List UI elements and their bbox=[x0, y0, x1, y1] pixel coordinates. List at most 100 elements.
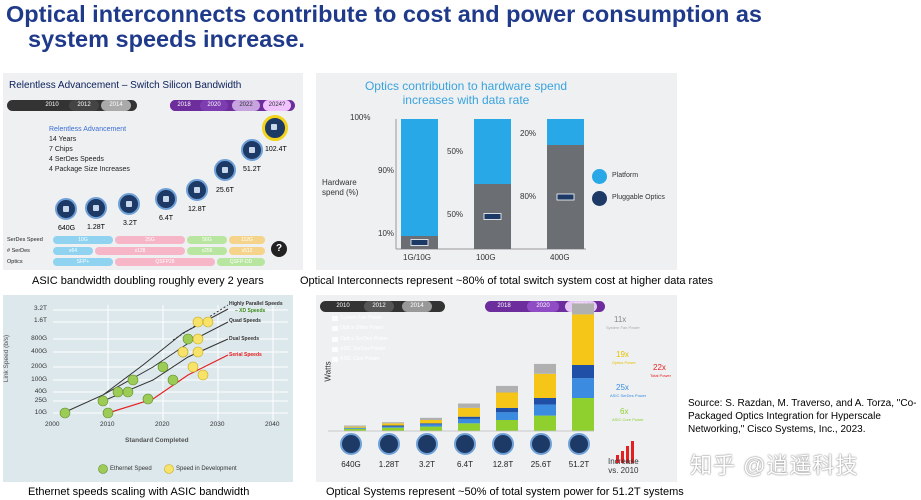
panel-b-title: Optics contribution to hardware spend in… bbox=[316, 79, 616, 107]
chip-label: 25.6T bbox=[216, 187, 234, 194]
power-segment bbox=[496, 420, 518, 431]
power-segment bbox=[420, 424, 442, 427]
y-tick: 800G bbox=[31, 335, 47, 342]
power-segment bbox=[382, 427, 404, 431]
chip-icon bbox=[530, 433, 552, 455]
power-segment bbox=[420, 417, 442, 420]
note-line: 14 Years bbox=[49, 136, 77, 143]
legend-asic-core: ASIC Core Power bbox=[340, 356, 380, 362]
optics-bar: QSFP28 bbox=[115, 258, 215, 266]
legend-asic-serdes: ASIC SerDes Power bbox=[340, 346, 386, 352]
multiplier: 22x bbox=[653, 363, 666, 372]
legend-platform-icon bbox=[592, 169, 607, 184]
watermark: 知乎 @逍遥科技 bbox=[690, 453, 859, 478]
multiplier: 19x bbox=[616, 350, 629, 359]
power-segment bbox=[458, 403, 480, 408]
power-segment bbox=[496, 392, 518, 408]
slide-title: Optical interconnects contribute to cost… bbox=[6, 2, 906, 52]
panel-b-title-line2: increases with data rate bbox=[402, 93, 530, 107]
note-heading: Relentless Advancement bbox=[49, 126, 127, 133]
multiplier: 6x bbox=[620, 407, 629, 416]
panel-b-ylabel: Hardware spend (%) bbox=[322, 178, 358, 198]
chip-icon bbox=[568, 433, 590, 455]
serdes-count-bar: x512 bbox=[229, 247, 265, 255]
asic-bandwidth-panel: Relentless Advancement – Switch Silicon … bbox=[3, 73, 303, 270]
slide-title-line2: system speeds increase. bbox=[28, 26, 305, 52]
serdes-count-bar: x256 bbox=[187, 247, 227, 255]
bar-category-label: 1G/10G bbox=[403, 253, 432, 262]
platform-segment bbox=[474, 119, 511, 184]
optics-bar: SFP+ bbox=[53, 258, 113, 266]
power-segment bbox=[572, 365, 594, 379]
chip-label: 12.8T bbox=[188, 206, 206, 213]
power-category-label: 12.8T bbox=[492, 460, 514, 469]
y-tick: 200G bbox=[31, 363, 47, 370]
chip-icon bbox=[118, 193, 140, 215]
note-line: 7 Chips bbox=[49, 146, 73, 153]
power-segment bbox=[572, 314, 594, 365]
annotation: Dual Speeds bbox=[229, 336, 260, 342]
timeline-year: 2014 bbox=[402, 301, 432, 312]
optics-spend-panel: Optics contribution to hardware spend in… bbox=[316, 73, 677, 270]
serdes-count-bar: x64 bbox=[53, 247, 93, 255]
panel-a-title: Relentless Advancement – Switch Silicon … bbox=[9, 80, 242, 91]
power-segment bbox=[534, 363, 556, 374]
y-tick: 100G bbox=[31, 376, 47, 383]
power-segment bbox=[458, 423, 480, 431]
legend-fan: System Fan Power bbox=[340, 315, 383, 321]
multiplier-label: ASIC SerDes Power bbox=[610, 393, 647, 398]
bar-category-label: 400G bbox=[550, 253, 570, 262]
power-segment bbox=[382, 422, 404, 424]
increase-label: Increase vs. 2010 bbox=[608, 457, 639, 475]
power-segment bbox=[382, 423, 404, 426]
panel-c-xlabel: Standard Completed bbox=[125, 437, 189, 444]
legend-optics-icon bbox=[592, 191, 607, 206]
multiplier-label: Optics Power bbox=[612, 360, 636, 365]
panel-d-svg bbox=[328, 303, 634, 463]
timeline-year: 2012 bbox=[364, 301, 394, 312]
multiplier-label: Total Power bbox=[650, 373, 671, 378]
annotation: Serial Speeds bbox=[229, 352, 262, 358]
power-segment bbox=[572, 398, 594, 431]
chip-icon bbox=[262, 115, 288, 141]
legend-optics-other: Optics Other Power bbox=[340, 325, 384, 331]
power-segment bbox=[534, 415, 556, 431]
y-tick: 400G bbox=[31, 348, 47, 355]
pct-label: 50% bbox=[447, 210, 464, 219]
power-segment bbox=[458, 407, 480, 417]
panel-b-ylabel-line2: spend (%) bbox=[322, 188, 359, 197]
question-mark-icon: ? bbox=[271, 241, 287, 257]
pct-label: 10% bbox=[378, 229, 395, 238]
power-category-label: 51.2T bbox=[568, 460, 590, 469]
chip-icon bbox=[85, 197, 107, 219]
panel-a-timeline: 2010 2012 2014 2018 2020 2022 2024? bbox=[7, 100, 295, 111]
timeline-year: 2020 bbox=[200, 100, 228, 111]
panel-b-ylabel-line1: Hardware bbox=[322, 178, 357, 187]
chip-icon bbox=[241, 139, 263, 161]
chip-label: 1.28T bbox=[87, 224, 105, 231]
increase-label-line2: vs. 2010 bbox=[608, 466, 639, 475]
legend-optics-label: Pluggable Optics bbox=[612, 194, 665, 201]
legend-platform-label: Platform bbox=[612, 172, 639, 179]
power-segment bbox=[344, 425, 366, 427]
x-tick: 2000 bbox=[45, 421, 60, 428]
pct-label: 90% bbox=[378, 166, 395, 175]
row-label: SerDes Speed bbox=[7, 237, 43, 243]
power-segment bbox=[496, 407, 518, 413]
increase-label-line1: Increase bbox=[608, 457, 639, 466]
platform-segment bbox=[401, 119, 438, 236]
chip-label: 102.4T bbox=[265, 146, 287, 153]
row-label: Optics bbox=[7, 259, 23, 265]
legend-speed-in-development: Speed in Development bbox=[176, 466, 237, 472]
panel-c-ylabel: Link Speed (b/s) bbox=[3, 334, 11, 383]
chip-icon bbox=[378, 433, 400, 455]
timeline-year: 2014 bbox=[101, 100, 131, 111]
panel-a-notes: Relentless Advancement 14 Years 7 Chips … bbox=[49, 125, 130, 175]
chip-label: 640G bbox=[58, 225, 76, 232]
power-segment bbox=[534, 404, 556, 416]
chip-icon bbox=[214, 159, 236, 181]
power-segment bbox=[344, 428, 366, 431]
annotation: Highly Parallel Speeds bbox=[229, 301, 283, 307]
chip-icon bbox=[416, 433, 438, 455]
system-power-panel: 2010 2012 2014 2018 2020 2022 System Fan… bbox=[316, 295, 677, 482]
